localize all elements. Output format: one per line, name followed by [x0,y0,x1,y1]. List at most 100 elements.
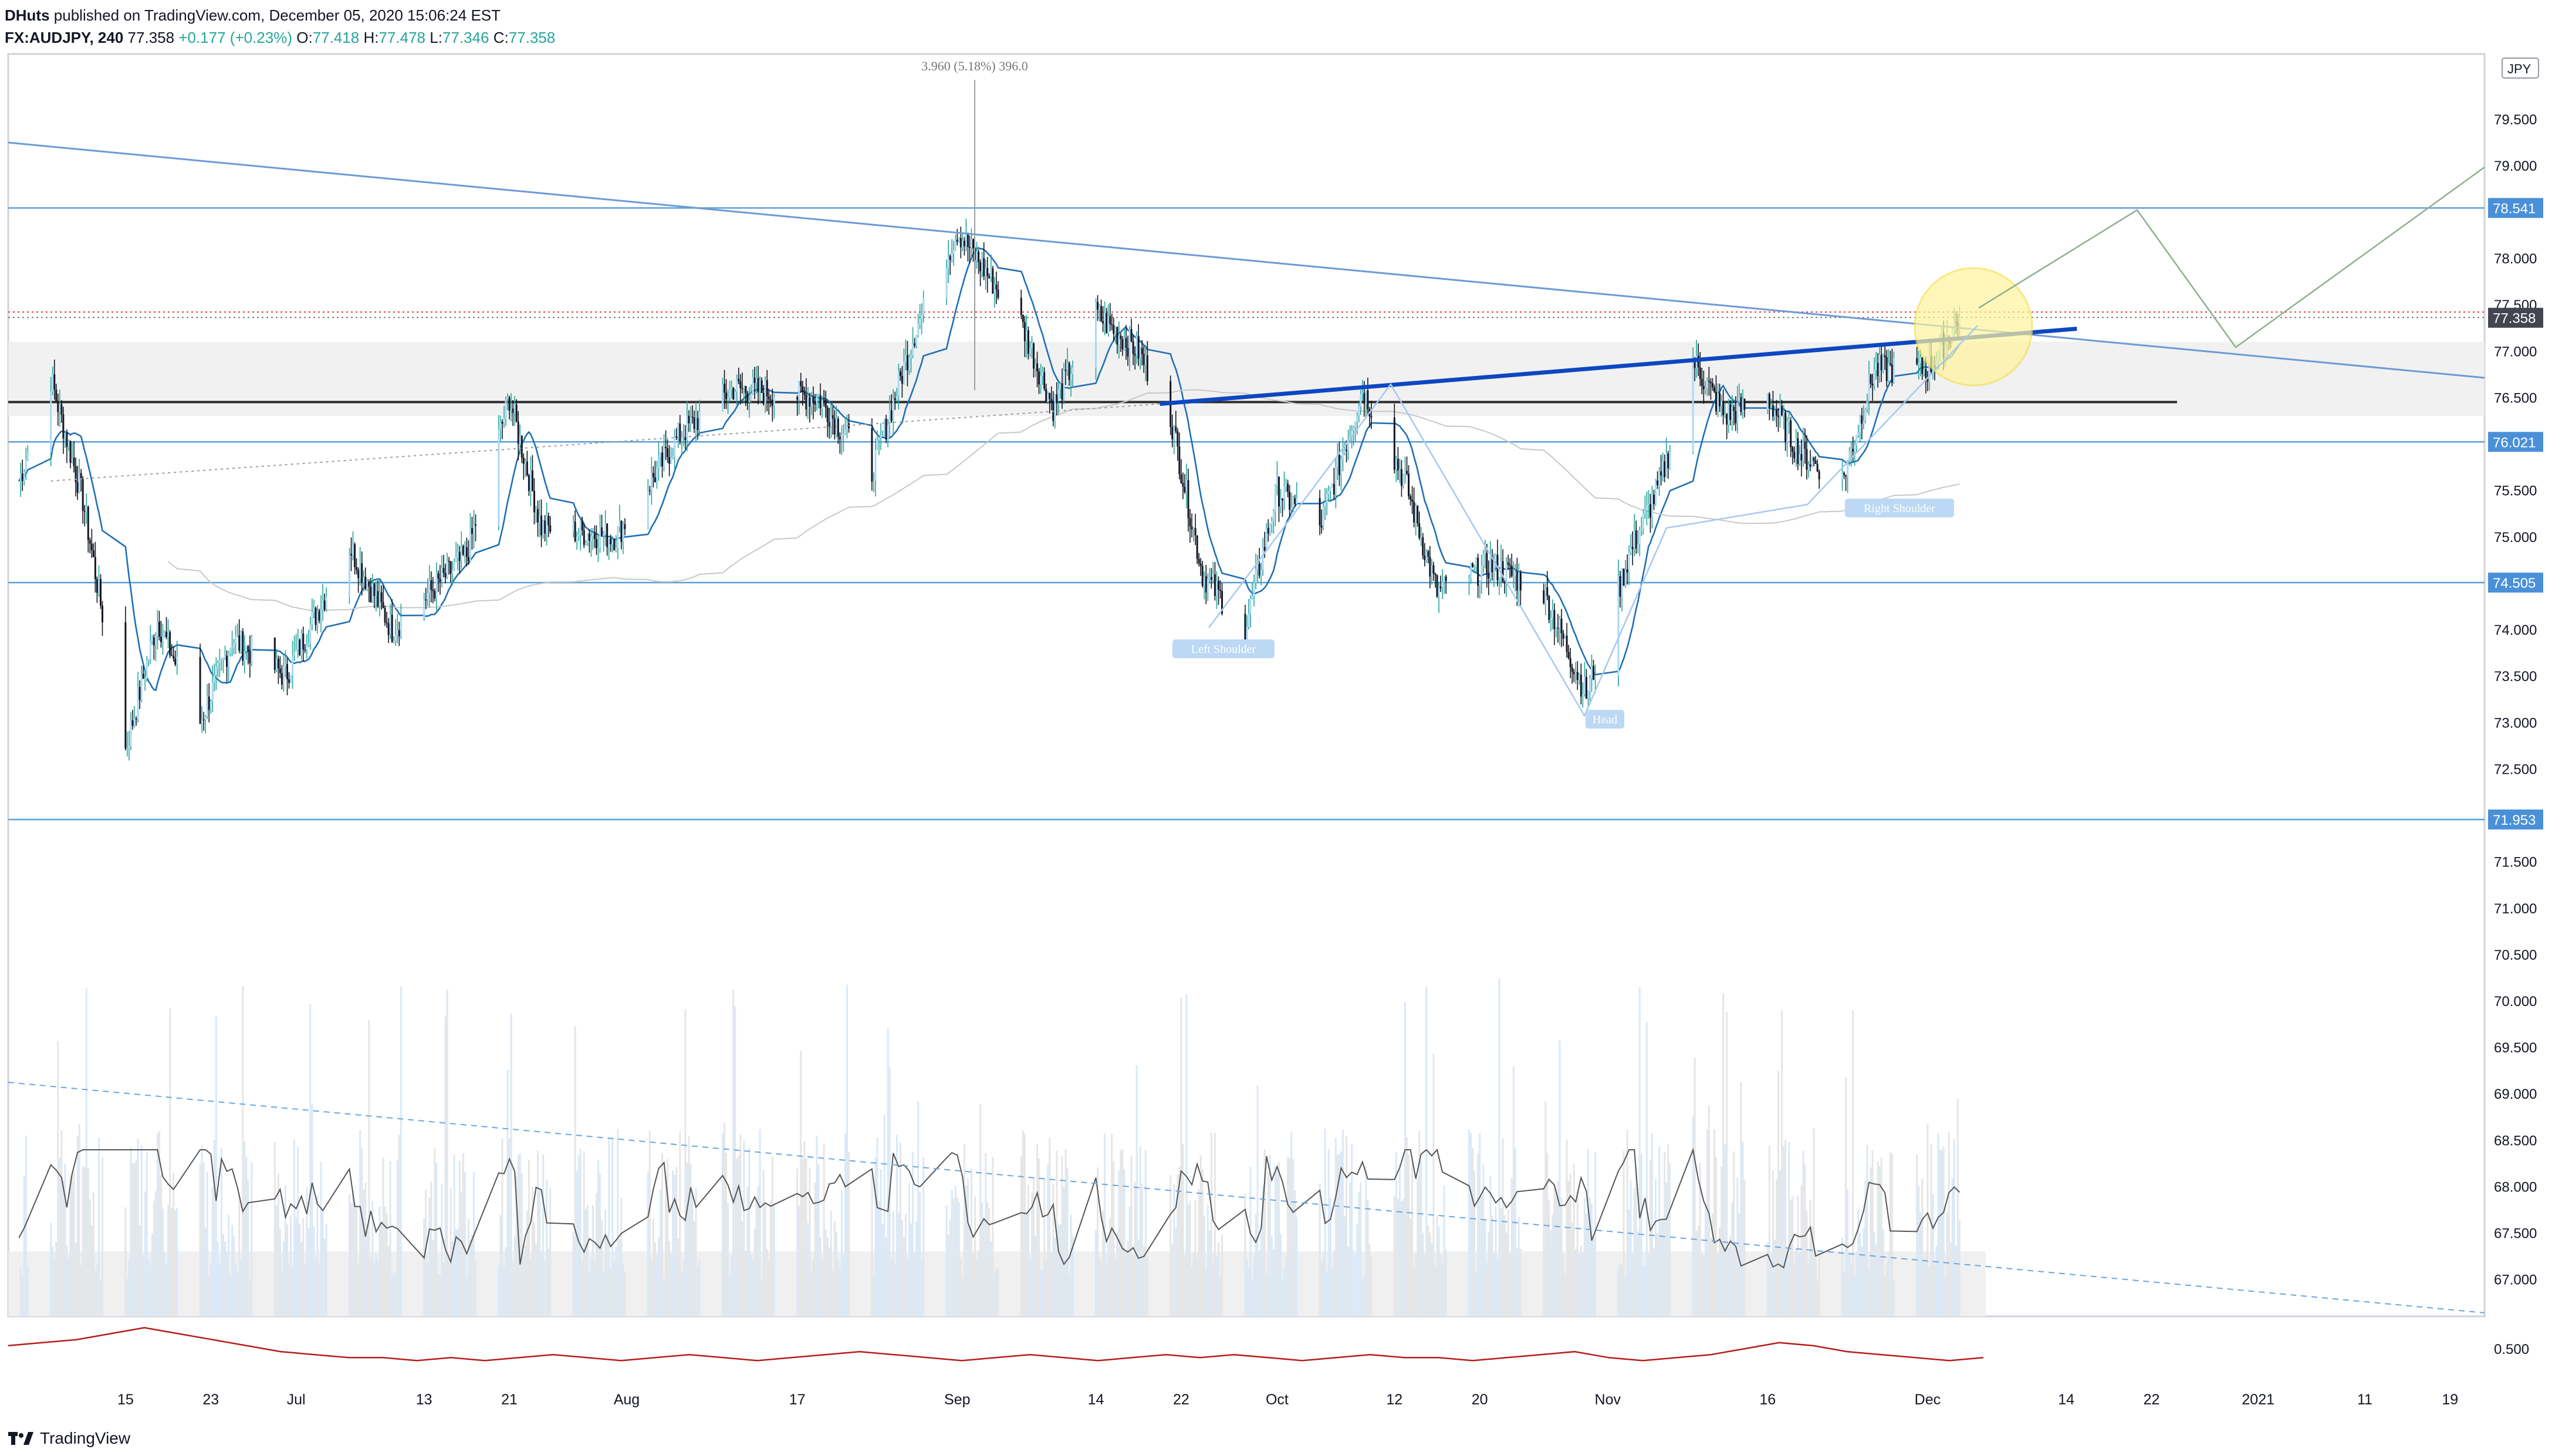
volume-bar [1320,1262,1323,1316]
price-level-badge [2488,307,2543,328]
candle-body [1489,556,1492,579]
volume-bar [144,1191,146,1316]
volume-bar [211,1187,214,1316]
volume-bar [348,1194,350,1316]
volume-bar [1107,1242,1110,1316]
volume-bar [1139,1146,1141,1316]
volume-bar [1635,1173,1637,1316]
candle-body [471,528,473,534]
pattern-outline [1208,325,1978,717]
volume-bar [725,1153,728,1316]
candle-body [1503,581,1506,584]
volume-bar [1137,1239,1140,1316]
volume-bar [1814,1258,1817,1316]
price-tick-label: 75.000 [2494,530,2537,546]
candle-body [1050,399,1053,401]
candle-body [622,524,624,543]
volume-bar [1064,1149,1067,1316]
volume-bar [432,1240,434,1316]
volume-bar [1283,1267,1286,1316]
volume-bar [840,1190,843,1316]
candle-body [1498,577,1500,581]
candle-body [354,544,356,567]
candle-body [1468,578,1471,581]
volume-bar [1519,1249,1522,1316]
candle-body [149,641,151,659]
volume-bar [954,1185,956,1316]
tradingview-brand[interactable]: TradingView [8,1427,130,1450]
volume-bar [102,1157,104,1316]
candle-body [432,590,434,591]
candle-body [819,395,822,409]
price-axis: 79.50079.00078.00077.50077.00076.50075.5… [2488,57,2543,1357]
candle-body [807,397,809,409]
plot-frame [7,53,2486,1318]
candle-body [1282,499,1284,501]
volume-bar [661,1153,664,1316]
candle-body [741,388,743,390]
candle-body [1702,385,1705,390]
candle-body [1042,372,1044,376]
volume-bar [1180,998,1182,1316]
volume-bar [618,1238,621,1316]
volume-bar [290,1215,292,1316]
price-tick-label: 68.000 [2494,1179,2537,1195]
volume-bar [835,1231,837,1316]
candle-body [21,473,23,482]
currency-box [2502,57,2539,79]
volume-bar [394,1274,397,1316]
candle-body [1919,357,1922,363]
volume-bar [540,1251,543,1316]
candle-body [1735,411,1737,424]
volume-bar [1491,1215,1493,1316]
candle-body [921,314,923,319]
candle-body [1121,339,1124,350]
candle-body [1809,464,1811,466]
candle-body [300,634,303,655]
volume-bar [1063,1187,1065,1316]
volume-bar [1861,1246,1863,1316]
candle-body [1341,453,1344,459]
volume-bar [1267,1171,1269,1316]
volume-bar [1099,1258,1101,1316]
candle-body [1719,392,1721,407]
candle-body [394,635,397,641]
volume-bar [1057,1224,1060,1316]
candle-body [284,664,286,666]
volume-bar [1495,1206,1497,1316]
candle-body [752,377,754,394]
volume-bar [423,1218,425,1316]
author-name[interactable]: DHuts [5,6,50,24]
volume-bar [647,1171,649,1316]
volume-bar [446,989,448,1316]
candle-body [526,461,528,475]
candle-body [1326,494,1328,503]
volume-bar [1125,1252,1127,1316]
volume-bar [1420,1160,1422,1316]
candle-body [1576,672,1579,680]
candle-body [1429,557,1431,577]
volume-bar [1196,1257,1198,1316]
symbol-label[interactable]: FX:AUDJPY, 240 [5,29,124,46]
candle-body [427,592,429,600]
candle-body [142,673,144,679]
candle-body [1647,504,1650,506]
volume-bar [1864,1180,1867,1316]
candle-body [380,592,383,602]
volume-bar [895,1135,898,1316]
volume-bar [462,1153,464,1316]
volume-bar [1068,1274,1070,1316]
candle-body [613,539,616,551]
volume-bar [1809,1200,1811,1316]
volume-bar [359,1130,361,1316]
volume-bar [441,1183,443,1316]
candle-body [449,561,452,574]
candle-body [904,355,907,362]
candle-body [661,452,664,467]
volume-bar [1571,1222,1573,1316]
volume-bar [356,1207,358,1316]
candle-body [222,658,224,659]
candle-body [1064,370,1067,371]
candle-body [844,429,846,434]
